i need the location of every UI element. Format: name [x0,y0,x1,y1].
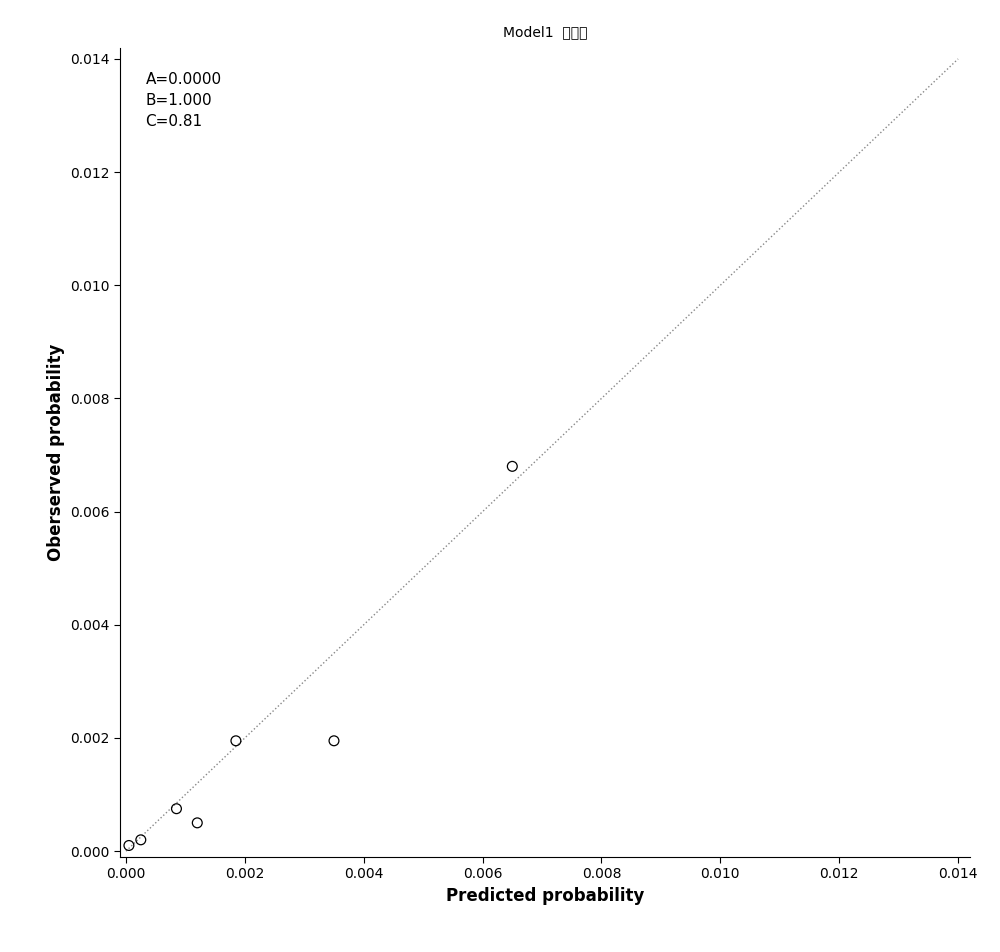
Title: Model1  训练集: Model1 训练集 [503,26,587,39]
Point [504,459,520,474]
Point [189,815,205,830]
Y-axis label: Oberserved probability: Oberserved probability [47,344,65,561]
Point [168,801,184,816]
Point [228,733,244,748]
X-axis label: Predicted probability: Predicted probability [446,886,644,904]
Point [121,838,137,853]
Point [133,832,149,847]
Text: A=0.0000
B=1.000
C=0.81: A=0.0000 B=1.000 C=0.81 [146,72,222,129]
Point [326,733,342,748]
